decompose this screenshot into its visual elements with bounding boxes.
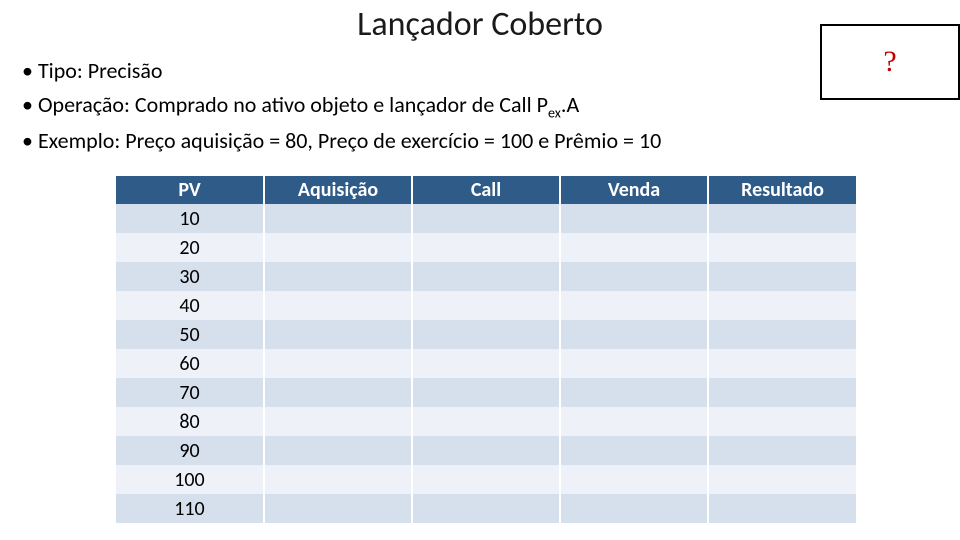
table-cell [264,262,412,291]
table-cell: 60 [116,349,264,378]
table-cell [560,262,708,291]
table-header: PV Aquisição Call Venda Resultado [116,176,856,204]
data-table: PV Aquisição Call Venda Resultado 102030… [116,176,856,523]
col-call: Call [412,176,560,204]
table-cell: 10 [116,204,264,233]
table-cell [264,436,412,465]
table-row: 60 [116,349,856,378]
bullet-exemplo: Exemplo: Preço aquisição = 80, Preço de … [22,124,661,158]
bullet-prefix: Operação: [38,91,135,118]
table-cell [412,349,560,378]
table-row: 100 [116,465,856,494]
question-box: ? [820,24,960,100]
slide: Lançador Coberto Tipo: Precisão Operação… [0,0,960,540]
table-cell: 20 [116,233,264,262]
table-cell [560,465,708,494]
table-row: 20 [116,233,856,262]
table-row: 30 [116,262,856,291]
table-cell [264,291,412,320]
table-cell [708,320,856,349]
table-cell [412,407,560,436]
page-title: Lançador Coberto [0,4,960,45]
col-resultado: Resultado [708,176,856,204]
table-cell [264,233,412,262]
table-cell [708,204,856,233]
table-cell: 80 [116,407,264,436]
table-cell [708,233,856,262]
table-cell [264,204,412,233]
table-cell: 90 [116,436,264,465]
bullet-prefix: Exemplo: [38,127,125,154]
table-cell [264,494,412,523]
bullet-operacao: Operação: Comprado no ativo objeto e lan… [22,88,661,124]
table-cell [264,378,412,407]
bullet-list: Tipo: Precisão Operação: Comprado no ati… [22,54,661,158]
table-cell [708,465,856,494]
table-row: 80 [116,407,856,436]
table-cell [708,436,856,465]
table-row: 110 [116,494,856,523]
table-cell [264,407,412,436]
table-cell [560,291,708,320]
table-cell [560,407,708,436]
table-cell: 30 [116,262,264,291]
table-cell: 50 [116,320,264,349]
table-cell: 100 [116,465,264,494]
table-cell [412,291,560,320]
table-cell [412,204,560,233]
table-cell [560,204,708,233]
bullet-tipo: Tipo: Precisão [22,54,661,88]
table-cell [264,349,412,378]
table-cell [560,320,708,349]
table-cell [560,378,708,407]
table-row: 40 [116,291,856,320]
col-aquisicao: Aquisição [264,176,412,204]
table-cell [560,349,708,378]
table-row: 50 [116,320,856,349]
subscript-ex: ex [548,104,561,121]
table-cell [412,262,560,291]
table-cell [560,233,708,262]
bullet-value: Preço aquisição = 80, Preço de exercício… [125,127,661,154]
table-cell: 110 [116,494,264,523]
table-header-row: PV Aquisição Call Venda Resultado [116,176,856,204]
table-row: 90 [116,436,856,465]
table-row: 10 [116,204,856,233]
bullet-value: Precisão [88,57,163,84]
table-cell [412,320,560,349]
col-pv: PV [116,176,264,204]
table-cell: 40 [116,291,264,320]
data-table-container: PV Aquisição Call Venda Resultado 102030… [116,176,856,523]
table-cell [264,465,412,494]
table-cell: 70 [116,378,264,407]
table-cell [412,494,560,523]
bullet-prefix: Tipo: [38,57,88,84]
table-cell [708,262,856,291]
table-cell [560,494,708,523]
bullet-value-a: Comprado no ativo objeto e lançador de C… [135,91,548,118]
table-cell [264,320,412,349]
table-cell [560,436,708,465]
table-body: 102030405060708090100110 [116,204,856,523]
table-cell [708,494,856,523]
bullet-value-b: .A [561,91,579,118]
table-cell [412,378,560,407]
table-cell [708,378,856,407]
question-mark-icon: ? [883,45,896,79]
table-cell [412,233,560,262]
table-cell [708,291,856,320]
table-cell [708,407,856,436]
table-cell [412,465,560,494]
table-cell [412,436,560,465]
col-venda: Venda [560,176,708,204]
table-row: 70 [116,378,856,407]
table-cell [708,349,856,378]
